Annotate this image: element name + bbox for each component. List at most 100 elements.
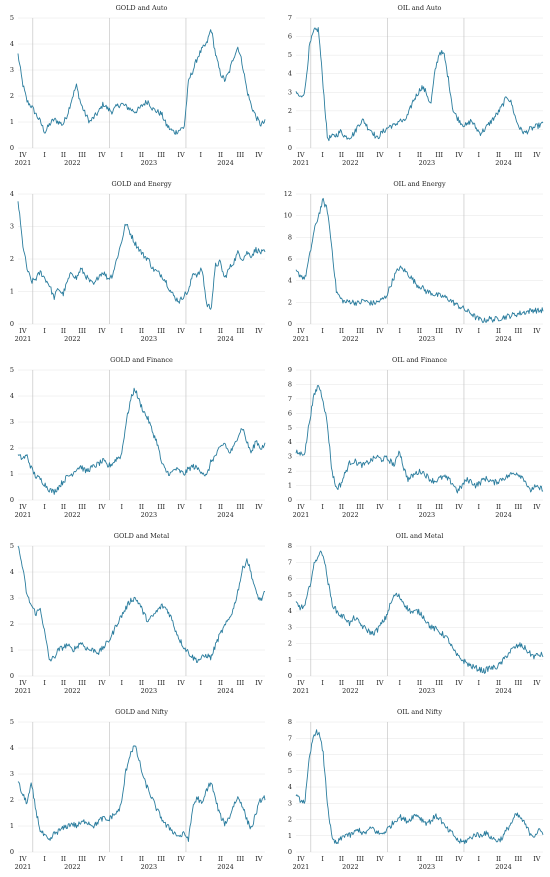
y-tick-label: 5 — [10, 542, 14, 550]
x-quarter-label: I — [120, 503, 123, 511]
y-tick-label: 2 — [288, 298, 292, 306]
y-tick-label: 3 — [10, 594, 14, 602]
x-year-label: 2023 — [419, 511, 436, 519]
x-quarter-label: I — [120, 855, 123, 863]
y-tick-label: 0 — [10, 496, 14, 504]
y-tick-label: 6 — [288, 751, 292, 759]
x-quarter-label: II — [496, 679, 502, 687]
x-quarter-label: III — [514, 855, 522, 863]
y-tick-label: 4 — [288, 607, 292, 615]
series-line — [17, 745, 266, 842]
y-tick-label: 7 — [288, 395, 292, 403]
x-year-label: 2023 — [141, 687, 158, 695]
y-tick-label: 10 — [284, 212, 292, 220]
x-quarter-label: I — [321, 679, 324, 687]
x-quarter-label: II — [139, 855, 145, 863]
x-quarter-label: II — [417, 503, 423, 511]
x-quarter-label: II — [417, 679, 423, 687]
x-quarter-label: IV — [255, 327, 263, 335]
x-quarter-label: III — [356, 855, 364, 863]
y-tick-label: 2 — [288, 816, 292, 824]
x-quarter-label: I — [477, 503, 480, 511]
x-quarter-label: III — [157, 855, 165, 863]
y-tick-label: 8 — [288, 233, 292, 241]
y-tick-label: 3 — [10, 770, 14, 778]
x-year-label: 2021 — [293, 159, 310, 167]
x-quarter-label: II — [218, 503, 224, 511]
x-quarter-label: I — [43, 503, 46, 511]
x-year-label: 2024 — [495, 687, 512, 695]
x-quarter-label: III — [236, 151, 244, 159]
x-quarter-label: III — [157, 327, 165, 335]
x-quarter-label: I — [199, 151, 202, 159]
x-quarter-label: III — [435, 679, 443, 687]
x-year-label: 2024 — [217, 335, 234, 343]
x-quarter-label: IV — [533, 679, 541, 687]
x-quarter-label: IV — [98, 503, 106, 511]
chart-title: OIL and Auto — [398, 4, 442, 12]
x-year-label: 2024 — [217, 511, 234, 519]
x-year-label: 2024 — [217, 863, 234, 871]
x-quarter-label: II — [339, 679, 345, 687]
y-tick-label: 0 — [10, 320, 14, 328]
y-tick-label: 3 — [288, 88, 292, 96]
x-quarter-label: I — [477, 679, 480, 687]
y-tick-label: 5 — [10, 718, 14, 726]
x-year-label: 2021 — [15, 511, 32, 519]
y-tick-label: 2 — [10, 92, 14, 100]
y-tick-label: 1 — [288, 656, 292, 664]
x-quarter-label: I — [398, 503, 401, 511]
x-quarter-label: IV — [19, 151, 27, 159]
chart-title: GOLD and Energy — [111, 180, 171, 188]
x-quarter-label: II — [496, 503, 502, 511]
chart-title: OIL and Nifty — [397, 708, 442, 716]
x-quarter-label: III — [514, 503, 522, 511]
x-quarter-label: III — [157, 679, 165, 687]
x-quarter-label: IV — [297, 679, 305, 687]
y-tick-label: 2 — [288, 107, 292, 115]
y-tick-label: 5 — [10, 14, 14, 22]
x-quarter-label: IV — [455, 151, 463, 159]
x-quarter-label: III — [514, 679, 522, 687]
x-quarter-label: IV — [376, 679, 384, 687]
x-quarter-label: III — [356, 151, 364, 159]
x-quarter-label: IV — [533, 855, 541, 863]
chart-title: OIL and Finance — [392, 356, 447, 364]
x-year-label: 2024 — [495, 159, 512, 167]
x-quarter-label: I — [398, 327, 401, 335]
y-tick-label: 0 — [10, 672, 14, 680]
x-quarter-label: I — [321, 855, 324, 863]
x-quarter-label: III — [236, 679, 244, 687]
x-quarter-label: I — [120, 151, 123, 159]
y-tick-label: 8 — [288, 380, 292, 388]
y-tick-label: 5 — [10, 366, 14, 374]
x-quarter-label: III — [435, 855, 443, 863]
y-tick-label: 3 — [10, 66, 14, 74]
y-tick-label: 3 — [10, 418, 14, 426]
y-tick-label: 7 — [288, 734, 292, 742]
x-quarter-label: IV — [455, 327, 463, 335]
x-quarter-label: II — [417, 327, 423, 335]
chart-title: GOLD and Auto — [116, 4, 168, 12]
x-year-label: 2021 — [15, 335, 32, 343]
x-year-label: 2023 — [141, 511, 158, 519]
x-year-label: 2022 — [64, 687, 81, 695]
x-quarter-label: I — [43, 151, 46, 159]
x-quarter-label: I — [199, 503, 202, 511]
x-quarter-label: II — [61, 503, 67, 511]
x-quarter-label: II — [339, 151, 345, 159]
y-tick-label: 2 — [288, 640, 292, 648]
x-quarter-label: III — [514, 327, 522, 335]
x-quarter-label: II — [61, 855, 67, 863]
x-quarter-label: II — [61, 679, 67, 687]
x-quarter-label: II — [218, 855, 224, 863]
series-line — [295, 729, 544, 845]
x-year-label: 2022 — [342, 511, 359, 519]
x-quarter-label: III — [356, 503, 364, 511]
x-year-label: 2023 — [419, 687, 436, 695]
y-tick-label: 6 — [288, 409, 292, 417]
x-quarter-label: IV — [19, 855, 27, 863]
